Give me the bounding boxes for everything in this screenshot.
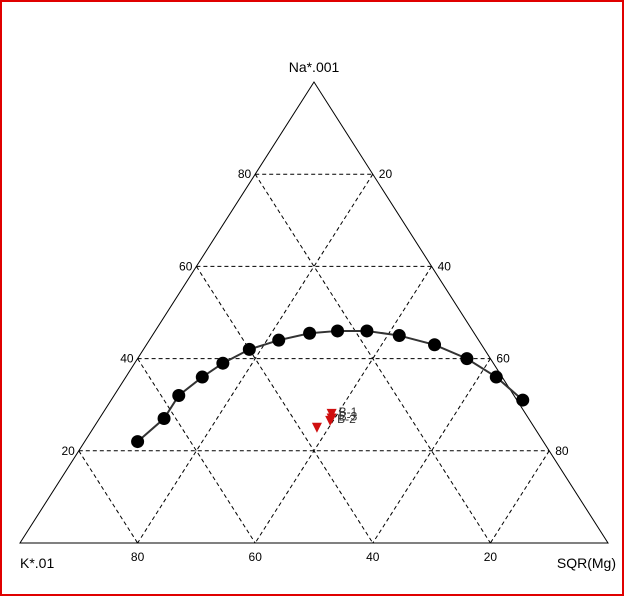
grid-line <box>372 358 491 544</box>
sample-point <box>311 422 322 433</box>
grid-line <box>254 266 433 544</box>
tick-label-bottom: 40 <box>366 550 380 564</box>
vertex-label-k: K*.01 <box>20 555 54 571</box>
grid-lines <box>78 173 550 544</box>
tick-label-bottom: 60 <box>249 550 263 564</box>
tick-label-right: 40 <box>438 259 452 273</box>
tick-label-left: 60 <box>179 259 193 273</box>
curve-point <box>428 338 442 352</box>
vertex-label-mg: SQR(Mg) <box>557 555 616 571</box>
curve-point <box>303 326 317 340</box>
curve-point <box>360 324 374 338</box>
sample-point <box>326 413 337 424</box>
curve-point <box>195 370 209 384</box>
curve-point <box>131 435 145 449</box>
curve-point <box>460 352 474 366</box>
equilibrium-curve <box>131 324 530 449</box>
tick-label-right: 60 <box>496 352 510 366</box>
tick-label-bottom: 20 <box>484 550 498 564</box>
grid-line <box>195 266 374 544</box>
tick-label-left: 80 <box>238 167 252 181</box>
sample-label: B-1 <box>339 405 358 419</box>
ternary-triangle <box>19 81 609 544</box>
curve-point <box>172 388 186 402</box>
sample-label: B-2 <box>337 412 356 426</box>
curve-point <box>242 342 256 356</box>
sample-label: B-3 <box>339 410 358 424</box>
curve-point <box>392 329 406 343</box>
tick-label-left: 20 <box>61 444 75 458</box>
vertex-label-na: Na*.001 <box>289 59 340 75</box>
tick-labels: 20 40 60 80 20 40 60 80 80 60 40 20 <box>61 167 568 564</box>
grid-line <box>489 450 550 544</box>
curve-point <box>331 324 345 338</box>
curve-point <box>157 412 171 426</box>
tick-label-right: 80 <box>555 444 569 458</box>
tick-label-right: 20 <box>379 167 393 181</box>
grid-line <box>137 358 256 544</box>
curve-point <box>516 393 530 407</box>
tick-label-bottom: 80 <box>131 550 145 564</box>
curve-point <box>216 356 230 370</box>
grid-line <box>137 173 374 544</box>
grid-line <box>78 450 139 544</box>
curve-point <box>272 333 286 347</box>
tick-label-left: 40 <box>120 352 134 366</box>
grid-line <box>254 173 491 544</box>
curve-point <box>489 370 503 384</box>
sample-points: B-1B-2B-3 <box>311 405 358 433</box>
